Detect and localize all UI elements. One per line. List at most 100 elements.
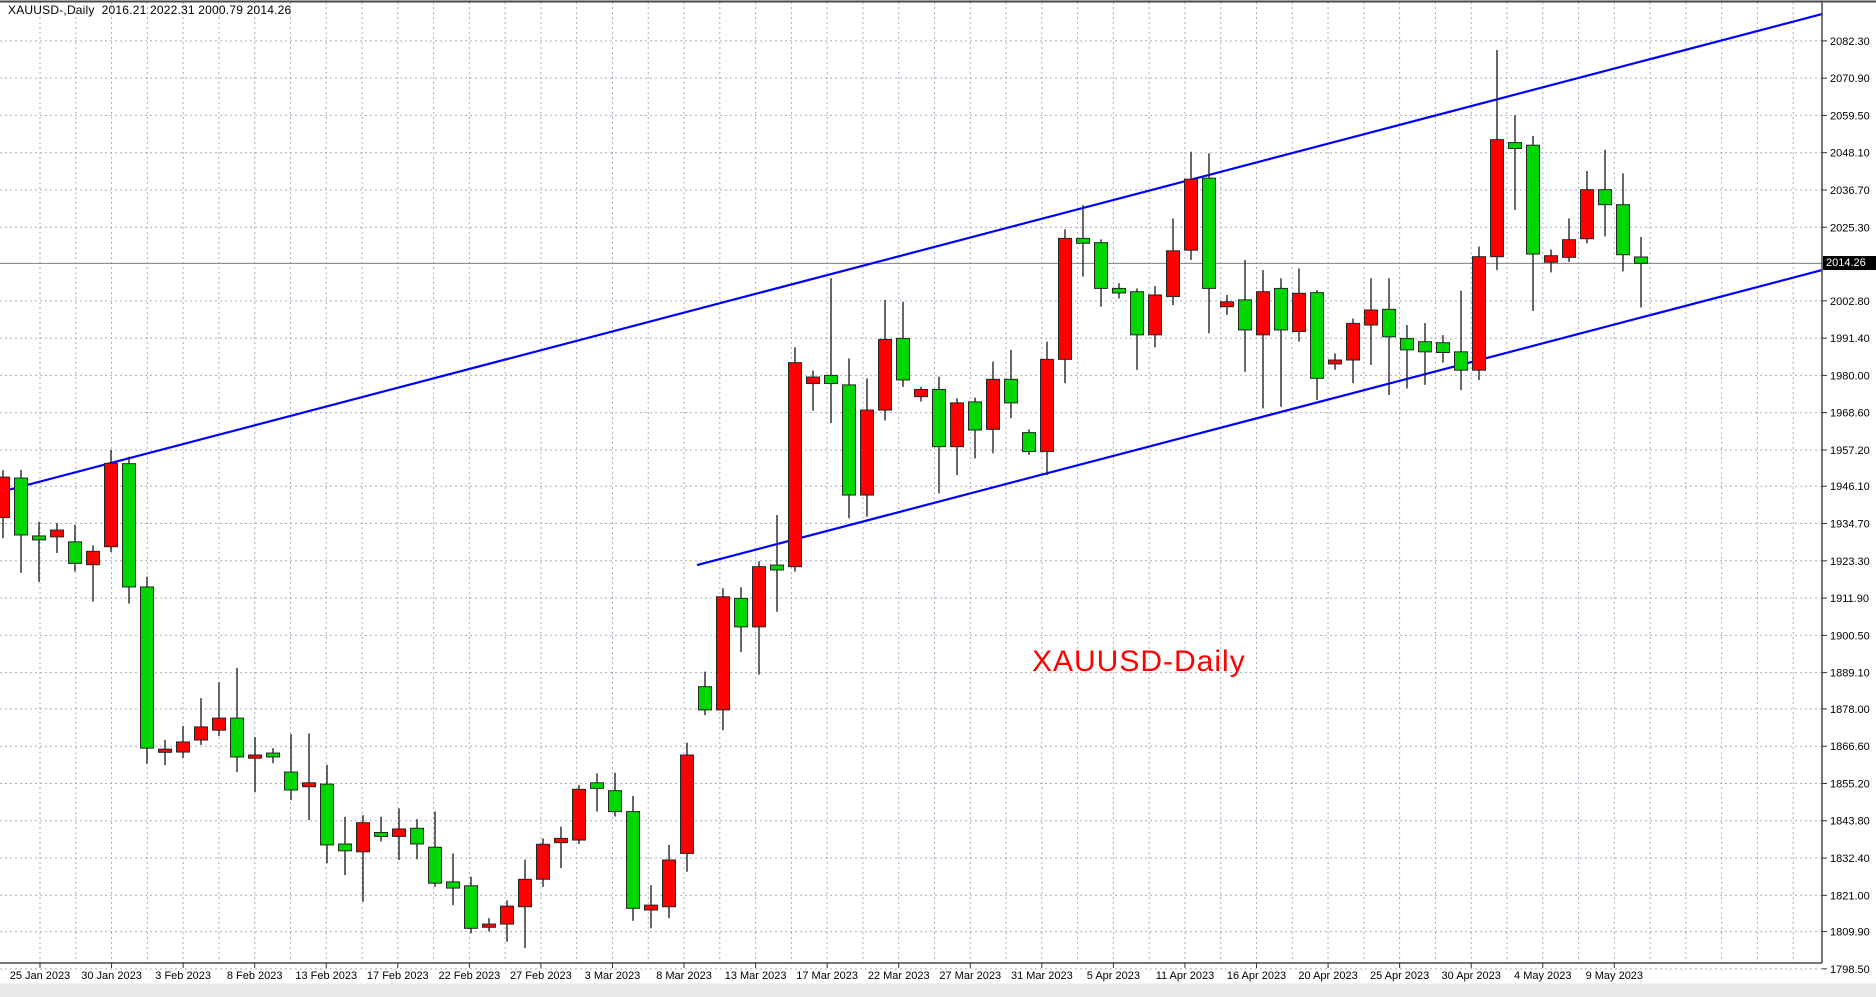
price-axis-label: 1968.60 <box>1830 408 1870 420</box>
candle-body <box>1418 341 1432 353</box>
date-axis-label: 22 Mar 2023 <box>868 970 930 982</box>
candle-body <box>50 529 64 538</box>
date-axis-label: 30 Apr 2023 <box>1442 970 1501 982</box>
candle-body <box>410 827 424 845</box>
date-axis-label: 31 Mar 2023 <box>1011 970 1073 982</box>
candle-body <box>194 726 208 741</box>
candle-body <box>1616 204 1630 256</box>
date-axis-label: 11 Apr 2023 <box>1156 970 1215 982</box>
candle-body <box>680 754 694 854</box>
candle-body <box>428 846 442 884</box>
candle-body <box>1202 177 1216 289</box>
candle-body <box>1508 142 1522 149</box>
candle-body <box>176 741 190 753</box>
candle-body <box>1220 301 1234 308</box>
date-axis-label: 3 Mar 2023 <box>585 970 641 982</box>
price-axis-label: 1809.90 <box>1830 927 1870 939</box>
candle-body <box>1436 342 1450 353</box>
date-axis-label: 9 May 2023 <box>1586 970 1643 982</box>
candle-body <box>662 859 676 908</box>
candle-body <box>1364 309 1378 326</box>
candle-body <box>482 923 496 928</box>
price-axis-label: 2036.70 <box>1830 185 1870 197</box>
price-axis-label: 1866.60 <box>1830 741 1870 753</box>
candle-body <box>1454 351 1468 371</box>
trend-channel-lower[interactable] <box>696 269 1823 567</box>
candle-body <box>1166 250 1180 298</box>
candle-body <box>338 843 352 852</box>
candle-body <box>302 782 316 788</box>
candle-body <box>1184 178 1198 251</box>
price-axis-label: 1957.20 <box>1830 445 1870 457</box>
candle-body <box>356 822 370 853</box>
candle-body <box>122 463 136 588</box>
date-axis-label: 8 Mar 2023 <box>656 970 712 982</box>
candle-body <box>248 754 262 759</box>
price-axis-label: 1911.90 <box>1830 593 1869 605</box>
price-scale-area <box>1823 2 1876 965</box>
price-axis-label: 1991.40 <box>1830 333 1870 345</box>
date-axis-label: 20 Apr 2023 <box>1298 970 1357 982</box>
candle-body <box>230 717 244 758</box>
candle-body <box>842 384 856 496</box>
date-axis-label: 25 Jan 2023 <box>10 970 71 982</box>
candle-body <box>1256 291 1270 336</box>
candle-body <box>1076 237 1090 244</box>
candle-body <box>1634 256 1648 264</box>
candle-body <box>68 541 82 564</box>
price-axis-label: 1798.50 <box>1830 964 1870 976</box>
candle-body <box>860 409 874 496</box>
candle-body <box>878 338 892 411</box>
candle-body <box>644 904 658 911</box>
price-axis-label: 2070.90 <box>1830 73 1870 85</box>
candle-body <box>1094 242 1108 289</box>
candle-body <box>536 843 550 880</box>
candle-body <box>140 586 154 749</box>
candle-body <box>572 788 586 841</box>
price-axis-label: 1878.00 <box>1830 704 1870 716</box>
date-axis-label: 17 Mar 2023 <box>796 970 858 982</box>
date-axis-label: 27 Feb 2023 <box>510 970 572 982</box>
candle-body <box>1040 358 1054 453</box>
candle-body <box>14 477 28 536</box>
candle-body <box>896 337 910 381</box>
price-axis-label: 2048.10 <box>1830 148 1870 160</box>
candle-body <box>86 550 100 566</box>
candle-body <box>1382 308 1396 338</box>
candle-body <box>1058 237 1072 360</box>
chart-watermark-title: XAUUSD-Daily <box>1032 645 1246 678</box>
candle-body <box>1004 378 1018 404</box>
date-axis-label: 5 Apr 2023 <box>1087 970 1140 982</box>
candle-body <box>752 566 766 628</box>
candle-body <box>158 748 172 753</box>
trend-channel-upper[interactable] <box>0 12 1823 494</box>
candle-body <box>806 376 820 385</box>
candle-body <box>0 476 10 519</box>
symbol-header: XAUUSD-,Daily 2016.21 2022.31 2000.79 20… <box>8 3 292 17</box>
price-axis-label: 1843.80 <box>1830 816 1870 828</box>
price-axis-label: 1821.00 <box>1830 890 1870 902</box>
date-axis-label: 13 Mar 2023 <box>725 970 787 982</box>
candle-body <box>1544 255 1558 263</box>
candle-body <box>320 783 334 846</box>
candle-body <box>1598 189 1612 206</box>
candle-body <box>500 905 514 925</box>
candle-body <box>968 401 982 431</box>
candle-body <box>518 878 532 908</box>
candle-body <box>1526 144 1540 255</box>
candle-body <box>716 596 730 711</box>
price-axis-label: 2002.80 <box>1830 296 1870 308</box>
candle-body <box>266 752 280 758</box>
bottom-strip <box>0 983 1876 997</box>
candle-body <box>1490 139 1504 258</box>
candle-body <box>824 374 838 385</box>
candle-body <box>1112 287 1126 294</box>
date-axis-label: 25 Apr 2023 <box>1370 970 1429 982</box>
price-axis-label: 1855.20 <box>1830 778 1870 790</box>
candle-body <box>1022 432 1036 453</box>
current-price-tag: 2014.26 <box>1823 256 1876 270</box>
date-axis-label: 27 Mar 2023 <box>939 970 1001 982</box>
date-axis-label: 8 Feb 2023 <box>227 970 283 982</box>
candle-body <box>1400 337 1414 351</box>
